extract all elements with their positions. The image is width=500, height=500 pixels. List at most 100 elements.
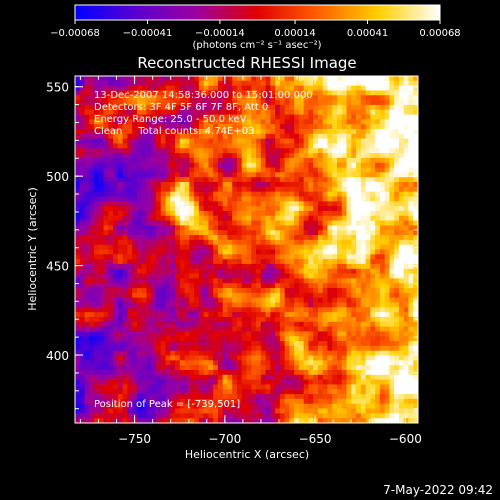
heatmap-cell (241, 225, 248, 231)
heatmap-cell (127, 230, 133, 236)
heatmap-cell (98, 288, 105, 294)
heatmap-cell (222, 230, 229, 236)
heatmap-cell (208, 206, 214, 212)
heatmap-cell (84, 394, 90, 400)
heatmap-cell (303, 239, 310, 246)
heatmap-cell (232, 124, 238, 130)
heatmap-cell (236, 283, 243, 289)
heatmap-cell (332, 283, 338, 289)
heatmap-cell (394, 124, 400, 130)
heatmap-cell (122, 119, 128, 125)
heatmap-cell (294, 167, 300, 173)
heatmap-cell (236, 278, 243, 284)
heatmap-cell (98, 403, 105, 410)
heatmap-cell (379, 278, 386, 284)
heatmap-cell (236, 365, 243, 371)
heatmap-cell (108, 215, 114, 222)
heatmap-cell (94, 182, 100, 188)
heatmap-cell (198, 244, 205, 251)
heatmap-cell (79, 360, 86, 366)
heatmap-cell (170, 133, 176, 140)
heatmap-cell (184, 76, 190, 82)
heatmap-cell (275, 244, 281, 251)
heatmap-cell (322, 249, 329, 255)
heatmap-cell (246, 133, 252, 140)
heatmap-cell (117, 109, 124, 116)
heatmap-cell (94, 206, 100, 212)
heatmap-cell (275, 369, 281, 376)
heatmap-cell (384, 297, 391, 304)
heatmap-cell (165, 119, 171, 125)
heatmap-cell (84, 336, 90, 342)
heatmap-cell (184, 133, 190, 140)
heatmap-cell (165, 109, 171, 116)
heatmap-cell (370, 398, 376, 405)
heatmap-cell (89, 167, 95, 173)
heatmap-cell (332, 80, 338, 87)
heatmap-cell (327, 186, 333, 193)
heatmap-cell (213, 273, 219, 280)
heatmap-cell (398, 210, 405, 217)
heatmap-cell (198, 326, 205, 333)
heatmap-cell (384, 398, 391, 405)
heatmap-cell (332, 259, 338, 265)
heatmap-cell (384, 389, 391, 395)
heatmap-cell (284, 186, 290, 193)
heatmap-cell (251, 398, 257, 405)
heatmap-cell (279, 273, 286, 280)
heatmap-cell (413, 201, 418, 207)
heatmap-cell (317, 133, 324, 140)
heatmap-cell (151, 341, 157, 347)
heatmap-cell (103, 374, 109, 381)
heatmap-cell (213, 191, 219, 198)
heatmap-cell (222, 133, 229, 140)
heatmap-cell (403, 350, 410, 357)
heatmap-cell (179, 278, 186, 284)
heatmap-cell (246, 138, 252, 145)
heatmap-cell (113, 225, 119, 231)
heatmap-cell (375, 143, 381, 149)
heatmap-cell (332, 244, 338, 251)
heatmap-cell (356, 76, 362, 82)
heatmap-cell (322, 278, 329, 284)
heatmap-cell (122, 206, 128, 212)
heatmap-cell (113, 119, 119, 125)
heatmap-cell (160, 215, 167, 222)
heatmap-cell (346, 85, 352, 92)
heatmap-cell (132, 307, 138, 313)
heatmap-cell (79, 85, 86, 92)
heatmap-cell (208, 365, 214, 371)
heatmap-cell (256, 225, 262, 231)
heatmap-cell (103, 268, 109, 275)
heatmap-cell (141, 124, 148, 130)
heatmap-cell (270, 124, 276, 130)
heatmap-cell (203, 341, 209, 347)
heatmap-cell (351, 331, 357, 337)
heatmap-cell (94, 273, 100, 280)
heatmap-cell (289, 341, 295, 347)
heatmap-cell (136, 143, 143, 149)
heatmap-cell (236, 210, 243, 217)
heatmap-cell (403, 196, 410, 202)
heatmap-cell (365, 355, 371, 361)
heatmap-cell (132, 186, 138, 193)
heatmap-cell (227, 379, 233, 386)
heatmap-cell (256, 350, 262, 357)
heatmap-cell (236, 254, 243, 260)
heatmap-cell (360, 210, 367, 217)
heatmap-cell (94, 186, 100, 193)
heatmap-cell (394, 191, 400, 198)
heatmap-cell (313, 186, 319, 193)
heatmap-cell (284, 312, 290, 318)
heatmap-cell (213, 133, 219, 140)
heatmap-cell (327, 403, 333, 410)
heatmap-cell (303, 172, 310, 178)
heatmap-cell (127, 350, 133, 357)
heatmap-cell (175, 148, 181, 154)
heatmap-cell (184, 100, 190, 106)
heatmap-cell (213, 90, 219, 96)
heatmap-cell (79, 288, 86, 294)
heatmap-cell (346, 109, 352, 116)
heatmap-cell (122, 369, 128, 376)
heatmap-cell (327, 278, 333, 284)
